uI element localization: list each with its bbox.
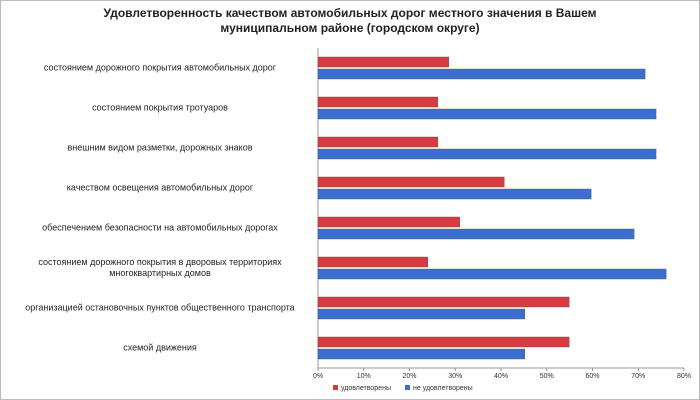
bar — [317, 348, 525, 360]
bar — [317, 136, 439, 148]
bar — [317, 96, 439, 108]
bar — [317, 68, 646, 80]
bar — [317, 296, 570, 308]
category-label: обеспечением безопасности на автомобильн… — [42, 222, 278, 233]
bar — [317, 56, 450, 68]
bar — [317, 268, 667, 280]
category-label: организацией остановочных пунктов общест… — [25, 302, 295, 313]
chart-title: Удовлетворенность качеством автомобильны… — [103, 6, 597, 35]
x-tick-label: 70% — [631, 373, 645, 380]
x-tick-label: 0% — [313, 373, 323, 380]
category-label: качеством освещения автомобильных дорог — [66, 182, 254, 193]
x-tick-label: 30% — [448, 373, 462, 380]
bar — [317, 308, 525, 320]
bar — [317, 216, 461, 228]
category-label: состоянием покрытия тротуаров — [92, 102, 228, 113]
x-tick-label: 10% — [357, 373, 371, 380]
legend-label: не удовлетворены — [413, 385, 473, 392]
x-tick-label: 20% — [402, 373, 416, 380]
x-tick-label: 60% — [585, 373, 599, 380]
bar — [317, 148, 657, 160]
category-label: состоянием дорожного покрытия автомобиль… — [43, 62, 277, 73]
legend-label: удовлетворены — [341, 385, 391, 392]
legend-swatch — [404, 385, 410, 390]
legend-swatch — [333, 385, 338, 390]
bar — [317, 228, 635, 240]
category-label: внешним видом разметки, дорожных знаков — [67, 142, 253, 153]
x-tick-label: 50% — [540, 373, 554, 380]
bar — [317, 176, 505, 188]
bar — [317, 108, 657, 120]
bar — [317, 336, 570, 348]
bar — [317, 188, 592, 200]
bar — [317, 256, 429, 268]
category-label: состоянием дорожного покрытия в дворовых… — [38, 257, 282, 278]
category-label: схемой движения — [123, 342, 197, 353]
x-tick-label: 80% — [677, 373, 691, 380]
x-tick-label: 40% — [494, 373, 508, 380]
